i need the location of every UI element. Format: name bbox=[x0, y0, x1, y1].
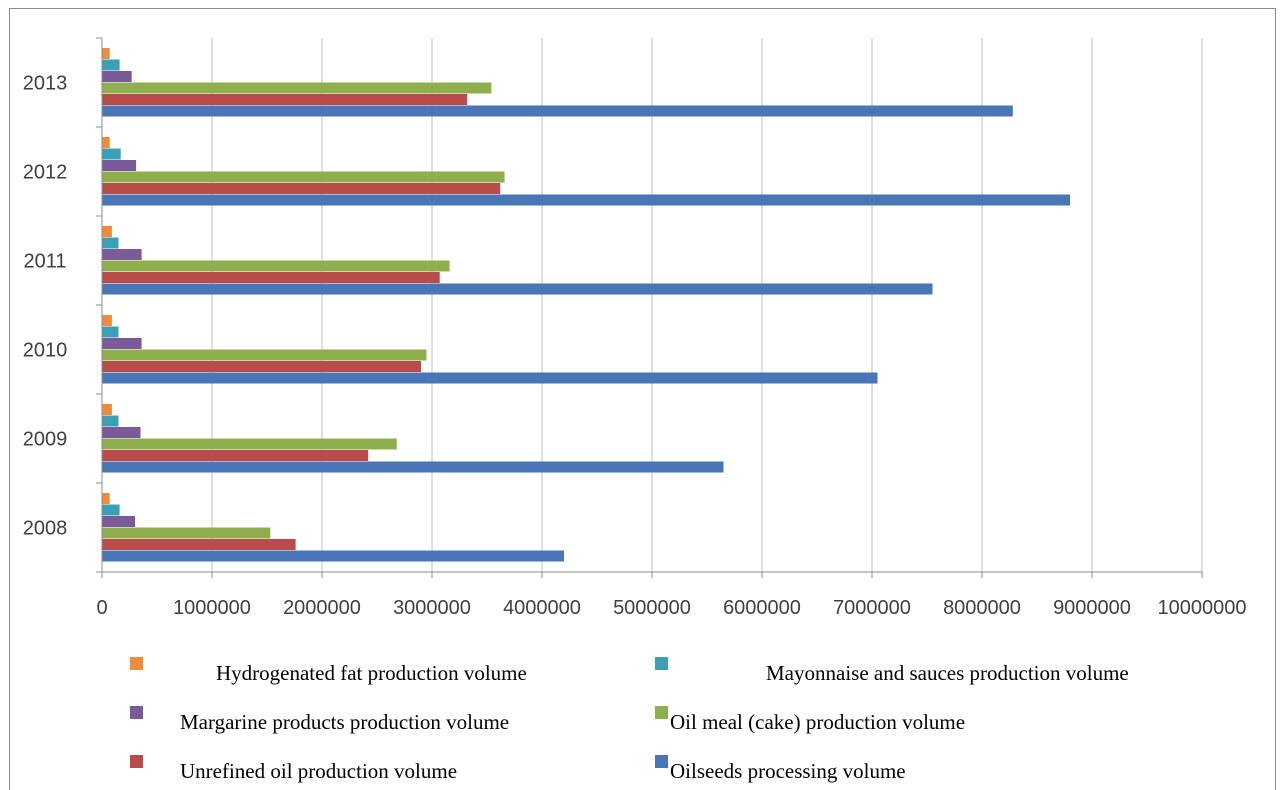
bar bbox=[102, 404, 112, 415]
y-tick-label: 2011 bbox=[23, 251, 66, 273]
axes bbox=[96, 37, 1203, 578]
bar bbox=[102, 438, 397, 450]
bar bbox=[102, 372, 878, 384]
x-tick-label: 9000000 bbox=[1053, 597, 1131, 619]
bar bbox=[102, 183, 501, 194]
y-tick-label: 2010 bbox=[23, 340, 68, 362]
tick-labels: 0 1000000 2000000 3000000 4000000 5000000 6000… bbox=[23, 73, 1247, 620]
bar bbox=[102, 237, 119, 249]
x-tick-label: 4000000 bbox=[503, 597, 581, 619]
bar bbox=[102, 527, 271, 539]
y-tick-label: 2012 bbox=[23, 162, 68, 184]
x-tick-label: 6000000 bbox=[723, 597, 801, 619]
bar bbox=[102, 249, 142, 260]
bar bbox=[102, 461, 724, 473]
bar bbox=[102, 59, 120, 71]
bar bbox=[102, 349, 427, 361]
bar bbox=[102, 539, 296, 550]
gridlines bbox=[211, 38, 1203, 572]
bars bbox=[102, 48, 1070, 562]
bar bbox=[102, 82, 492, 94]
bar bbox=[102, 415, 119, 427]
bar bbox=[102, 48, 110, 59]
bar bbox=[102, 194, 1070, 206]
bar bbox=[102, 272, 440, 283]
bar bbox=[102, 71, 132, 82]
bar bbox=[102, 450, 369, 461]
bar bbox=[102, 94, 468, 105]
y-tick-label: 2013 bbox=[23, 73, 68, 95]
x-tick-label: 7000000 bbox=[833, 597, 911, 619]
bar bbox=[102, 493, 110, 504]
bar bbox=[102, 283, 933, 295]
bar bbox=[102, 137, 110, 148]
x-tick-label: 1000000 bbox=[173, 597, 251, 619]
bar bbox=[102, 148, 121, 160]
x-tick-label: 2000000 bbox=[283, 597, 361, 619]
bar bbox=[102, 361, 421, 372]
x-tick-label: 0 bbox=[96, 597, 107, 619]
x-tick-label: 5000000 bbox=[613, 597, 691, 619]
bar bbox=[102, 427, 141, 438]
bar bbox=[102, 171, 505, 183]
x-tick-label: 10000000 bbox=[1158, 597, 1247, 619]
bar bbox=[102, 504, 120, 516]
chart-frame bbox=[9, 8, 1276, 790]
bar bbox=[102, 550, 564, 562]
x-tick-label: 8000000 bbox=[943, 597, 1021, 619]
bar bbox=[102, 260, 450, 272]
y-tick-label: 2009 bbox=[23, 429, 68, 451]
bar bbox=[102, 226, 112, 237]
y-tick-label: 2008 bbox=[23, 518, 68, 540]
bar bbox=[102, 315, 112, 326]
bar bbox=[102, 338, 142, 349]
bar bbox=[102, 326, 119, 338]
bar bbox=[102, 160, 137, 171]
bar bbox=[102, 516, 135, 527]
x-tick-label: 3000000 bbox=[393, 597, 471, 619]
bar bbox=[102, 105, 1013, 117]
